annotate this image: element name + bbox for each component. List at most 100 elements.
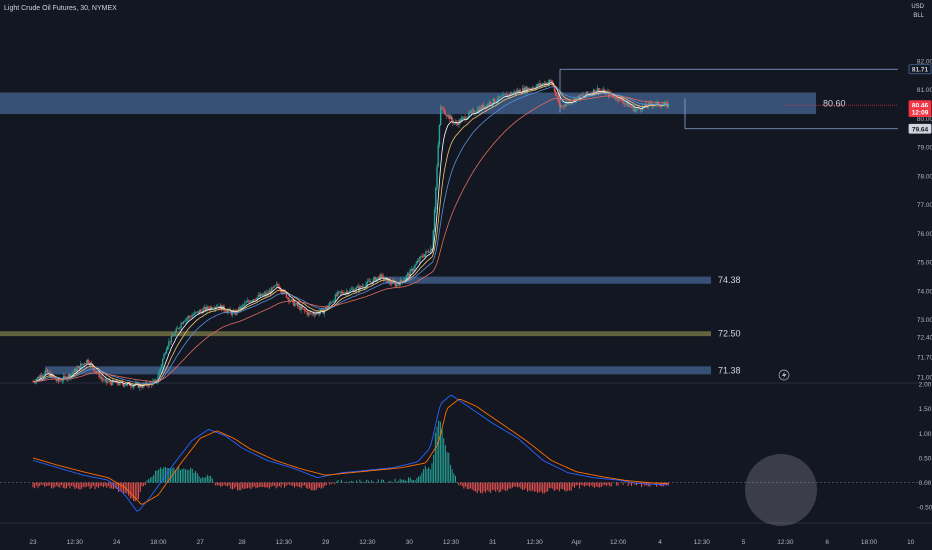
candle-body <box>495 101 497 103</box>
ema-mid-line <box>33 83 669 386</box>
candle-body <box>186 317 188 319</box>
candle-body <box>583 94 585 96</box>
candle-body <box>158 371 160 377</box>
candle-body <box>55 379 57 381</box>
candle-body <box>45 369 48 371</box>
candle-body <box>94 371 97 372</box>
candle-body <box>556 95 558 96</box>
candle-body <box>38 376 40 379</box>
candle-body <box>244 303 246 306</box>
time-axis-label-9: 30 <box>406 539 414 546</box>
candle-body <box>501 96 503 97</box>
candle-body <box>162 358 164 365</box>
candle-body <box>520 92 523 94</box>
time-axis-label-18: 12:30 <box>777 539 794 546</box>
zone-80.60-label: 80.60 <box>823 98 846 108</box>
candle-body <box>640 109 643 111</box>
time-axis-label-14: 12:00 <box>610 539 627 546</box>
candle-body <box>351 289 354 290</box>
candle-body <box>426 251 428 252</box>
candle-body <box>241 305 244 307</box>
candle-body <box>147 385 149 386</box>
candle-body <box>310 312 312 314</box>
candle-body <box>476 109 479 113</box>
candle-body <box>279 289 281 291</box>
candle-body <box>406 273 409 276</box>
candle-body <box>60 380 62 382</box>
range-low-tag: 79.64 <box>912 126 929 133</box>
candle-body <box>438 124 441 145</box>
time-axis-label-19: 6 <box>825 539 829 546</box>
candle-body <box>542 83 545 85</box>
candle-body <box>632 106 634 108</box>
zone-71.38 <box>45 366 711 375</box>
candle-body <box>509 92 512 96</box>
candle-body <box>402 280 404 282</box>
candle-body <box>136 383 138 384</box>
candle-body <box>257 295 259 298</box>
candle-body <box>109 380 111 383</box>
macd-histogram <box>32 420 669 502</box>
candle-body <box>365 284 367 288</box>
candle-body <box>439 107 442 125</box>
zone-72.50 <box>0 331 711 337</box>
candle-body <box>333 300 335 302</box>
candle-body <box>471 110 474 111</box>
candle-body <box>460 118 463 122</box>
candle-body <box>346 291 349 294</box>
price-axis-label-7: 75.00 <box>917 260 932 267</box>
candle-body <box>173 335 175 337</box>
candle-body <box>78 366 81 369</box>
candle-body <box>208 308 210 310</box>
candle-body <box>58 378 60 382</box>
candle-body <box>553 86 556 92</box>
candle-body <box>594 89 596 93</box>
time-axis-label-6: 12:30 <box>276 539 293 546</box>
time-axis-label-17: 5 <box>742 539 746 546</box>
candle-body <box>417 261 420 262</box>
candle-body <box>424 254 426 257</box>
candle-body <box>169 341 171 343</box>
candle-body <box>450 116 453 121</box>
ema-slow-line <box>33 86 669 385</box>
candle-body <box>547 82 550 85</box>
candle-body <box>503 94 506 96</box>
candle-body <box>70 374 72 378</box>
candle-body <box>443 108 446 114</box>
candle-body <box>304 308 306 311</box>
candle-body <box>650 102 652 105</box>
candle-body <box>206 306 208 311</box>
candle-body <box>510 92 513 95</box>
candle-body <box>552 83 554 87</box>
candle-body <box>240 306 242 310</box>
candle-body <box>590 93 592 94</box>
candle-body <box>371 281 373 284</box>
candle-body <box>479 106 481 112</box>
macd-axis-label-4: 0.00 <box>919 480 932 487</box>
candle-body <box>466 117 469 119</box>
candle-body <box>395 284 398 287</box>
candle-body <box>165 349 168 354</box>
candle-body <box>211 307 213 310</box>
candle-body <box>75 368 77 372</box>
candle-body <box>356 286 359 288</box>
candle-body <box>321 308 323 310</box>
lightning-icon <box>778 369 790 381</box>
candle-body <box>525 87 528 92</box>
zone-74.38-label: 74.38 <box>718 275 741 285</box>
candle-body <box>171 335 174 337</box>
candle-body <box>473 110 475 114</box>
candle-body <box>217 306 219 307</box>
candle-body <box>661 105 663 108</box>
candle-body <box>197 311 199 314</box>
candle-body <box>342 291 344 294</box>
candle-body <box>42 375 44 378</box>
candle-body <box>508 94 510 96</box>
candle-body <box>40 375 43 378</box>
candle-body <box>291 299 294 301</box>
candle-body <box>634 109 637 112</box>
candle-body <box>340 291 343 293</box>
candle-body <box>389 279 392 283</box>
candle-body <box>81 363 83 365</box>
